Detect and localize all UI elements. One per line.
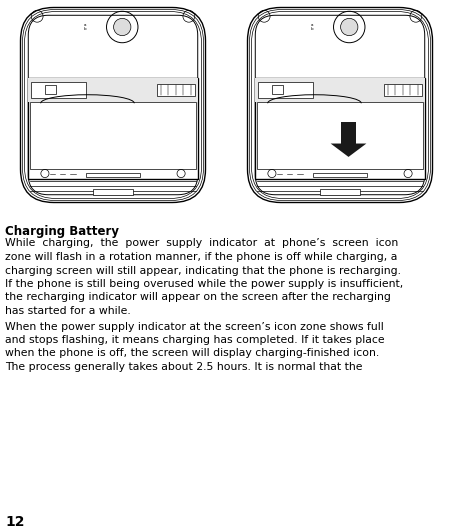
Bar [272, 85, 283, 94]
Text: charging screen will still appear, indicating that the phone is recharging.: charging screen will still appear, indic… [5, 266, 401, 276]
Text: when the phone is off, the screen will display charging-finished icon.: when the phone is off, the screen will d… [5, 348, 379, 358]
Bar [258, 82, 313, 97]
Text: a
b: a b [311, 23, 314, 31]
Bar [319, 189, 361, 194]
Circle shape [340, 18, 358, 36]
Text: 12: 12 [5, 515, 25, 527]
Text: If the phone is still being overused while the power supply is insufficient,: If the phone is still being overused whi… [5, 279, 403, 289]
Bar [93, 189, 133, 194]
Bar [313, 172, 367, 177]
Bar [86, 172, 140, 177]
Bar [45, 85, 56, 94]
Text: Charging Battery: Charging Battery [5, 225, 119, 238]
Bar [384, 84, 422, 96]
Bar [28, 77, 198, 179]
Text: a
b: a b [84, 23, 86, 31]
Bar [256, 102, 423, 169]
Text: the recharging indicator will appear on the screen after the recharging: the recharging indicator will appear on … [5, 292, 391, 302]
Text: When the power supply indicator at the screen’s icon zone shows full: When the power supply indicator at the s… [5, 321, 384, 331]
Text: While  charging,  the  power  supply  indicator  at  phone’s  screen  icon: While charging, the power supply indicat… [5, 239, 398, 249]
Bar [31, 82, 86, 97]
Text: has started for a while.: has started for a while. [5, 306, 131, 316]
Bar [28, 77, 198, 102]
Polygon shape [330, 143, 367, 157]
Text: The process generally takes about 2.5 hours. It is normal that the: The process generally takes about 2.5 ho… [5, 362, 362, 372]
Text: zone will flash in a rotation manner, if the phone is off while charging, a: zone will flash in a rotation manner, if… [5, 252, 398, 262]
Bar [255, 77, 425, 179]
Circle shape [114, 18, 131, 36]
Bar [341, 122, 356, 143]
Bar [157, 84, 195, 96]
Bar [30, 102, 197, 169]
Text: and stops flashing, it means charging has completed. If it takes place: and stops flashing, it means charging ha… [5, 335, 385, 345]
Bar [255, 77, 425, 102]
